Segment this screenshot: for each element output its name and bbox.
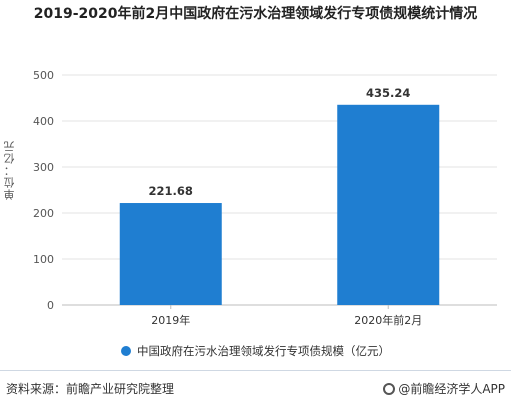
x-tick-label: 2020年前2月 bbox=[354, 313, 422, 327]
brand-logo-icon bbox=[383, 383, 396, 395]
bar-value-label: 435.24 bbox=[366, 86, 410, 100]
legend-swatch bbox=[121, 346, 131, 356]
source-note: 资料来源：前瞻产业研究院整理 bbox=[6, 382, 175, 396]
y-tick-label: 0 bbox=[47, 299, 54, 312]
y-axis-label: 单位：亿元 bbox=[3, 140, 16, 200]
bar bbox=[119, 203, 222, 305]
brand-label: @前瞻经济学人APP bbox=[398, 382, 505, 396]
y-tick-label: 200 bbox=[33, 207, 54, 220]
y-tick-label: 100 bbox=[33, 253, 54, 266]
chart-title: 2019-2020年前2月中国政府在污水治理领域发行专项债规模统计情况 bbox=[33, 6, 478, 22]
footer-divider bbox=[0, 370, 511, 371]
x-tick-label: 2019年 bbox=[151, 313, 190, 327]
brand-credit: @前瞻经济学人APP bbox=[383, 380, 505, 397]
legend: 中国政府在污水治理领域发行专项债规模（亿元） bbox=[0, 343, 511, 359]
y-tick-label: 400 bbox=[33, 115, 54, 128]
y-tick-label: 500 bbox=[33, 69, 54, 82]
legend-label: 中国政府在污水治理领域发行专项债规模（亿元） bbox=[137, 344, 390, 358]
bar-value-label: 221.68 bbox=[149, 184, 193, 198]
y-tick-label: 300 bbox=[33, 161, 54, 174]
bar bbox=[337, 104, 440, 305]
